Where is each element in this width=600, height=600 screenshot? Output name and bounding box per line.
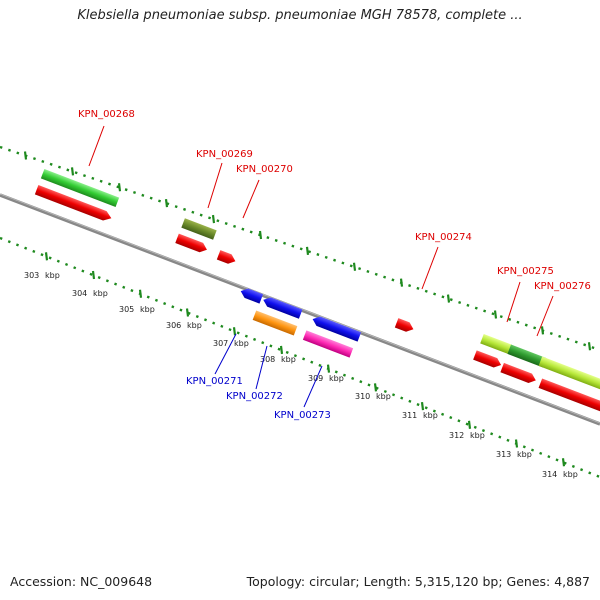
svg-text:kbp: kbp [187, 321, 202, 330]
gene-kpn-00268[interactable] [40, 169, 120, 207]
track-tick [44, 252, 49, 261]
track-tick [70, 167, 75, 176]
svg-text:kbp: kbp [329, 374, 344, 383]
top-leader-lines [88, 125, 554, 337]
gene-kpn-00271[interactable] [262, 295, 303, 319]
track-tick [446, 294, 451, 303]
gene-arrow-red[interactable] [34, 185, 113, 223]
track-tick [326, 364, 331, 373]
gene-label-kpn-00268[interactable]: KPN_00268 [78, 109, 135, 120]
bottom-leader-lines [214, 333, 323, 408]
tick-label: 305 [119, 305, 134, 314]
tick-label: 304 [72, 289, 87, 298]
track-tick [211, 214, 216, 224]
track-tick [23, 151, 28, 160]
accession-text: Accession: NC_009648 [10, 574, 153, 589]
gene-features[interactable] [34, 169, 600, 414]
svg-text:kbp: kbp [470, 431, 485, 440]
svg-text:kbp: kbp [563, 470, 578, 479]
top-dotted-track [0, 145, 600, 352]
topology-summary: Topology: circular; Length: 5,315,120 bp… [246, 574, 590, 589]
track-tick [138, 289, 143, 298]
track-tick [164, 199, 169, 208]
svg-text:kbp: kbp [423, 411, 438, 420]
gene-label-kpn-00274[interactable]: KPN_00274 [415, 232, 472, 243]
gene-arrow-red[interactable] [216, 250, 237, 266]
gene-label-kpn-00269[interactable]: KPN_00269 [196, 149, 253, 160]
gene-arrow-blue[interactable] [311, 314, 362, 342]
track-tick [185, 308, 190, 317]
gene-kpn-00274[interactable] [394, 318, 415, 334]
track-tick [91, 270, 96, 280]
gene-arrow-red[interactable] [538, 378, 600, 414]
gene-arrow-red[interactable] [175, 233, 208, 255]
gene-arrow-blue[interactable] [239, 286, 264, 304]
track-tick [420, 401, 425, 411]
tick-label: 309 [308, 374, 323, 383]
track-tick [399, 278, 404, 287]
gene-label-kpn-00275[interactable]: KPN_00275 [497, 266, 554, 277]
tick-label: 307 [213, 339, 228, 348]
track-tick [258, 230, 263, 240]
track-tick [232, 327, 237, 336]
svg-text:kbp: kbp [517, 450, 532, 459]
tick-label: 314 [542, 470, 557, 479]
gene-kpn-00272[interactable] [252, 310, 298, 336]
tick-label: 308 [260, 355, 275, 364]
svg-text:kbp: kbp [234, 339, 249, 348]
track-tick [373, 383, 378, 392]
gene-label-kpn-00270[interactable]: KPN_00270 [236, 164, 293, 175]
svg-text:kbp: kbp [376, 392, 391, 401]
svg-text:kbp: kbp [140, 305, 155, 314]
track-tick [540, 326, 545, 335]
track-tick [514, 439, 519, 448]
tick-label: 303 [24, 271, 39, 280]
gene-kpn-00269[interactable] [181, 218, 217, 240]
map-title: Klebsiella pneumoniae subsp. pneumoniae … [77, 8, 523, 23]
gene-arrow-red[interactable] [473, 350, 503, 369]
track-tick [467, 420, 472, 429]
track-tick [493, 310, 498, 319]
scale-labels: 303 kbp 304 kbp 305 kbp 306 kbp 307 kbp 308 kb… [24, 271, 578, 479]
bottom-dotted-track [0, 236, 600, 479]
gene-arrow-red[interactable] [500, 362, 537, 385]
gene-label-kpn-00272[interactable]: KPN_00272 [226, 391, 283, 402]
tick-label: 312 [449, 431, 464, 440]
gene-kpn-00273[interactable] [302, 330, 354, 358]
tick-label: 311 [402, 411, 417, 420]
gene-label-kpn-00276[interactable]: KPN_00276 [534, 281, 591, 292]
track-tick [305, 246, 310, 256]
tick-label: 306 [166, 321, 181, 330]
track-tick [279, 345, 284, 355]
tick-label: 313 [496, 450, 511, 459]
gene-dark-green[interactable] [507, 344, 547, 368]
gene-kpn-00275[interactable] [480, 333, 512, 355]
svg-text:kbp: kbp [281, 355, 296, 364]
svg-text:kbp: kbp [93, 289, 108, 298]
svg-text:kbp: kbp [45, 271, 60, 280]
tick-label: 310 [355, 392, 370, 401]
track-tick [352, 262, 357, 271]
track-tick [117, 183, 122, 192]
track-tick-marks [23, 151, 592, 467]
track-tick [587, 342, 592, 351]
gene-label-kpn-00273[interactable]: KPN_00273 [274, 410, 331, 421]
gene-kpn-00276[interactable] [538, 356, 600, 392]
track-tick [561, 458, 566, 467]
gene-label-kpn-00271[interactable]: KPN_00271 [186, 376, 243, 387]
gene-labels: KPN_00268 KPN_00269 KPN_00270 KPN_00274 … [78, 109, 591, 421]
